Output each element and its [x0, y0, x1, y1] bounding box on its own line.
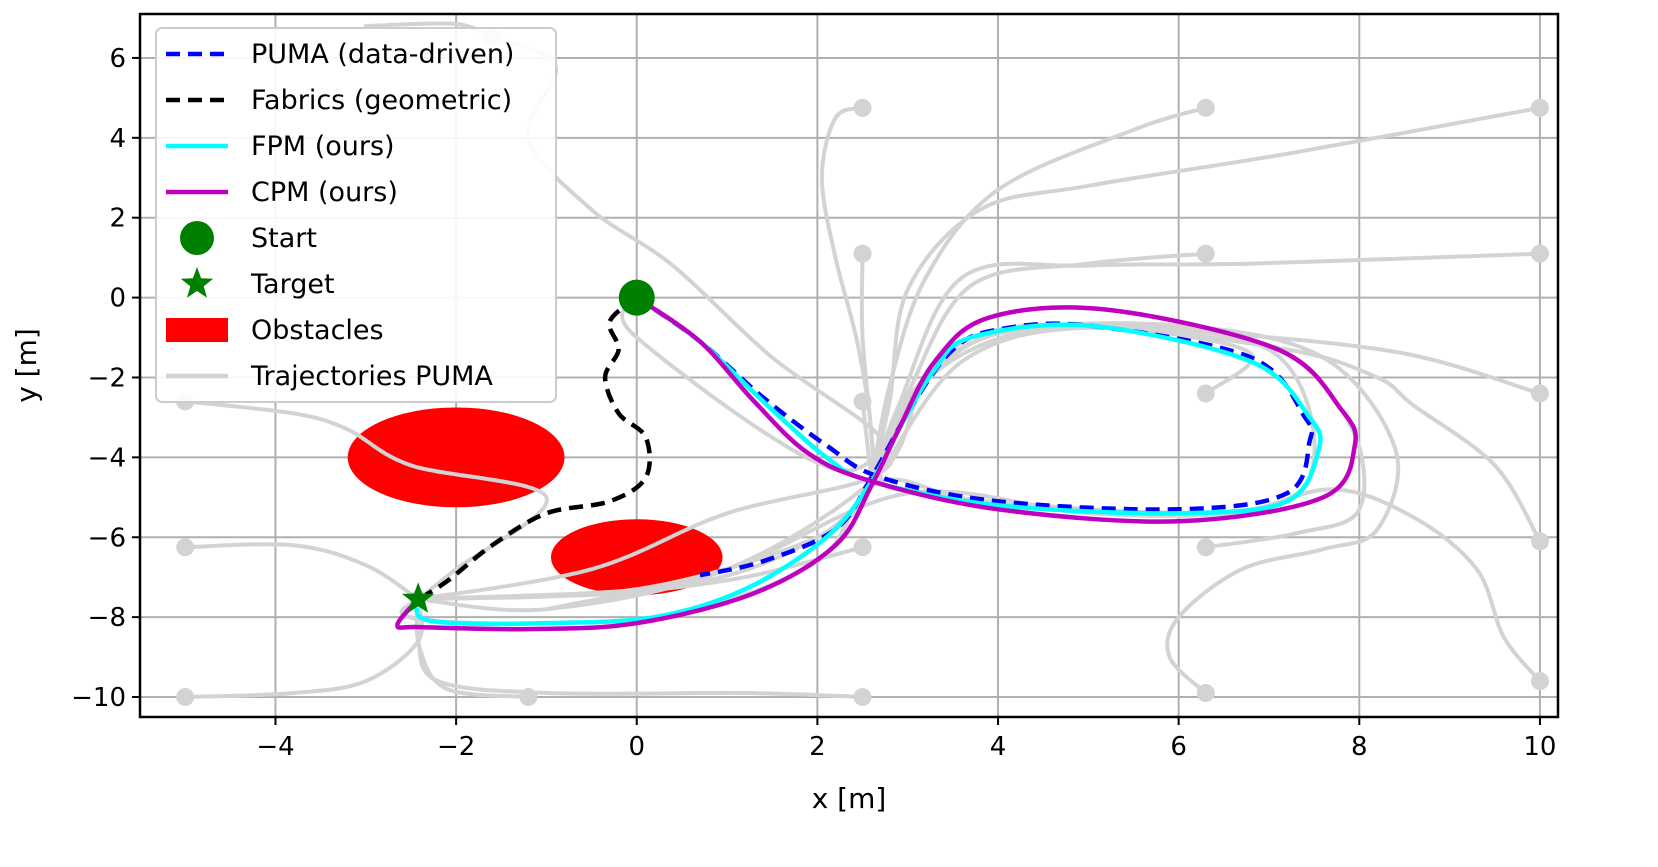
trajectory-start-dot [1196, 98, 1215, 117]
trajectories-puma-line [183, 542, 421, 602]
trajectory-start-dot [176, 538, 195, 557]
trajectory-start-dot [1196, 244, 1215, 263]
trajectories-puma-line [544, 487, 1542, 684]
y-tick-label: −2 [88, 363, 126, 393]
y-tick-label: 2 [109, 204, 126, 234]
target-marker [402, 582, 435, 613]
legend-label: Obstacles [251, 315, 384, 346]
trajectory-start-dot [853, 538, 872, 557]
y-tick-label: 4 [109, 124, 126, 154]
x-tick-label: 6 [1170, 732, 1187, 762]
legend-label: PUMA (data-driven) [251, 39, 514, 70]
x-tick-label: 8 [1351, 732, 1368, 762]
y-tick-label: −8 [88, 603, 126, 633]
ticks: −4 −2 0 2 4 6 8 10 6 4 2 0 −2 −4 −6 −8 −10 [71, 44, 1556, 762]
legend-swatch-start [180, 221, 214, 255]
trajectory-start-dot [1530, 672, 1549, 691]
trajectory-start-dot [519, 688, 538, 707]
legend-label: Trajectories PUMA [250, 361, 493, 392]
legend-box [155, 27, 557, 403]
y-tick-label: 0 [109, 284, 126, 314]
trajectory-start-dot [1196, 384, 1215, 403]
plot-frame [138, 12, 1560, 719]
trajectories-puma-line [869, 105, 1542, 484]
y-tick-label: 6 [109, 44, 126, 74]
obstacle [550, 519, 723, 596]
series-layer [183, 21, 1542, 699]
trajectory-start-dot [1196, 684, 1215, 703]
trajectories-puma-line [878, 325, 1542, 544]
x-tick-label: −4 [256, 732, 294, 762]
trajectory-start-dot [853, 688, 872, 707]
legend-label: FPM (ours) [251, 131, 395, 162]
x-axis-label: x [m] [812, 782, 887, 815]
start-marker [618, 279, 655, 316]
trajectories-puma-line [183, 597, 425, 699]
trajectory-start-dot [176, 688, 195, 707]
legend: PUMA (data-driven) Fabrics (geometric) FPM… [155, 27, 557, 403]
x-tick-label: 4 [990, 732, 1007, 762]
y-tick-label: −6 [88, 523, 126, 553]
cpm-ours-line [395, 295, 1358, 632]
x-tick-label: 10 [1523, 732, 1556, 762]
legend-swatch-obstacles [166, 318, 228, 342]
trajectory-start-dot [1196, 538, 1215, 557]
trajectories-puma-line [414, 597, 865, 699]
trajectory-start-dot [1530, 244, 1549, 263]
legend-label: Start [251, 223, 317, 254]
y-tick-label: −4 [88, 443, 126, 473]
trajectory-start-dot [1530, 532, 1549, 551]
trajectory-start-dot [853, 98, 872, 117]
x-tick-label: 2 [809, 732, 826, 762]
legend-label: Fabrics (geometric) [251, 85, 512, 116]
trajectory-start-dot [853, 244, 872, 263]
y-axis-label: y [m] [10, 328, 43, 403]
legend-swatch-target [180, 267, 214, 298]
trajectories-puma-line [183, 399, 549, 602]
trajectory-start-dot [1530, 384, 1549, 403]
trajectory-start-dot [1530, 98, 1549, 117]
legend-label: CPM (ours) [251, 177, 398, 208]
x-tick-label: −2 [437, 732, 475, 762]
trajectory-start-dot [853, 392, 872, 411]
obstacle [347, 407, 565, 508]
y-tick-label: −10 [71, 683, 126, 713]
legend-label: Target [250, 269, 335, 300]
x-tick-label: 0 [628, 732, 645, 762]
